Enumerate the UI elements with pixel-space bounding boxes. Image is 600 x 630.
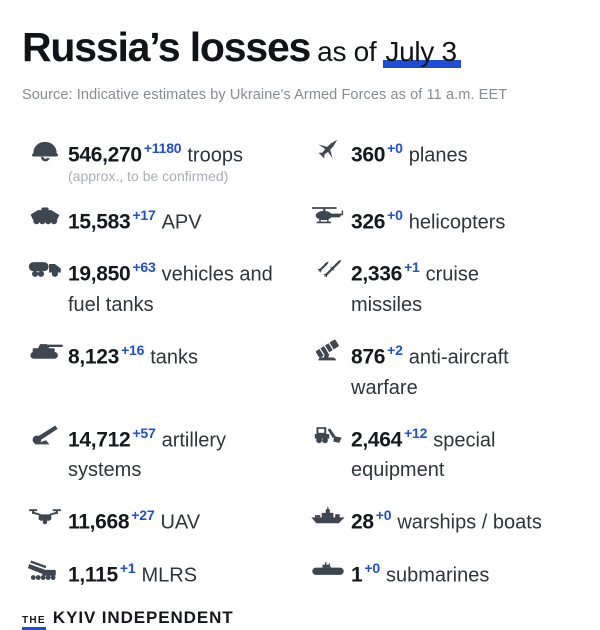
stat-value: 876 bbox=[351, 345, 386, 369]
submarine-icon bbox=[305, 554, 351, 584]
stat-label: artillery systems bbox=[68, 429, 227, 482]
stat-label: warships / boats bbox=[397, 511, 542, 534]
stat-mlrs: 1,115 +1 MLRS bbox=[22, 554, 305, 591]
anti-aircraft-icon bbox=[305, 336, 351, 366]
stat-artillery: 14,712 +57 artillery systems bbox=[22, 419, 305, 486]
stat-note: (approx., to be confirmed) bbox=[68, 167, 229, 184]
stat-text: 1 +0 submarines bbox=[351, 554, 495, 591]
kyiv-independent-logo: THE KYIV INDEPENDENT bbox=[22, 608, 582, 630]
stat-value: 1 bbox=[351, 563, 363, 587]
stat-delta: +2 bbox=[387, 341, 403, 358]
stat-submarines: 1 +0 submarines bbox=[305, 554, 582, 591]
stat-uav: 11,668 +27 UAV bbox=[22, 501, 305, 538]
stat-helicopters: 326 +0 helicopters bbox=[305, 201, 582, 238]
title-asof: as of bbox=[317, 36, 377, 67]
stat-delta: +17 bbox=[132, 206, 156, 223]
stat-delta: +16 bbox=[121, 341, 145, 358]
stat-text: 876 +2 anti-aircraft warfare bbox=[351, 336, 515, 403]
stat-delta: +27 bbox=[131, 507, 155, 524]
stat-delta: +0 bbox=[364, 559, 380, 576]
stat-delta: +63 bbox=[132, 259, 156, 276]
stat-anti-aircraft: 876 +2 anti-aircraft warfare bbox=[305, 336, 582, 403]
stat-value: 1,115 bbox=[68, 563, 118, 587]
stat-delta: +57 bbox=[132, 424, 156, 441]
stat-cruise-missiles: 2,336 +1 cruise missiles bbox=[305, 253, 582, 320]
stat-label: tanks bbox=[150, 346, 199, 369]
helicopter-icon bbox=[305, 201, 351, 231]
stat-text: 360 +0 planes bbox=[351, 134, 474, 171]
source-line: Source: Indicative estimates by Ukraine'… bbox=[22, 87, 508, 103]
stat-delta: +1 bbox=[119, 559, 136, 576]
logo-the: THE bbox=[22, 615, 46, 630]
fuel-truck-icon bbox=[22, 253, 68, 283]
stat-value: 8,123 bbox=[68, 345, 120, 369]
tank-icon bbox=[22, 336, 68, 366]
stat-delta: +0 bbox=[387, 140, 403, 156]
warship-icon bbox=[305, 501, 351, 531]
logo-name: KYIV INDEPENDENT bbox=[52, 607, 234, 627]
stat-label: APV bbox=[161, 211, 202, 234]
stat-label: MLRS bbox=[141, 564, 198, 587]
stat-warships: 28 +0 warships / boats bbox=[305, 501, 582, 538]
stat-label: UAV bbox=[160, 511, 201, 534]
stat-delta: +12 bbox=[404, 424, 428, 441]
mlrs-icon bbox=[22, 554, 68, 584]
stat-label: cruise missiles bbox=[351, 263, 479, 316]
stat-value: 326 bbox=[351, 210, 386, 234]
stat-label: anti-aircraft warfare bbox=[351, 346, 509, 399]
stat-special-equipment: 2,464 +12 special equipment bbox=[305, 419, 582, 486]
loader-icon bbox=[305, 419, 351, 449]
stat-planes: 360 +0 planes bbox=[305, 134, 582, 185]
stat-label: submarines bbox=[385, 564, 490, 587]
jet-icon bbox=[305, 134, 351, 164]
stat-apv: 15,583 +17 APV bbox=[22, 201, 305, 238]
stat-text: 2,464 +12 special equipment bbox=[351, 419, 501, 486]
stat-text: 2,336 +1 cruise missiles bbox=[351, 253, 485, 320]
stat-text: 28 +0 warships / boats bbox=[351, 501, 548, 538]
stat-delta: +1 bbox=[404, 259, 420, 276]
losses-grid: 546,270 +1180 troops (approx., to be confir… bbox=[22, 134, 582, 591]
page-title: Russia’s losses as of July 3 bbox=[22, 24, 582, 75]
stat-value: 14,712 bbox=[68, 428, 131, 452]
title-date-underlined: July 3 bbox=[383, 38, 460, 68]
stat-value: 11,668 bbox=[68, 510, 130, 534]
stat-delta: +0 bbox=[375, 507, 392, 524]
title-main: Russia’s losses bbox=[22, 24, 311, 70]
stat-label: helicopters bbox=[408, 211, 506, 234]
drone-icon bbox=[22, 501, 68, 531]
stat-value: 15,583 bbox=[68, 210, 131, 234]
stat-value: 546,270 bbox=[68, 143, 142, 167]
artillery-icon bbox=[22, 419, 68, 449]
helmet-icon bbox=[22, 134, 68, 164]
stat-text: 8,123 +16 tanks bbox=[68, 336, 204, 373]
stat-value: 2,336 bbox=[351, 262, 403, 286]
stat-value: 19,850 bbox=[68, 262, 131, 286]
stat-label: troops bbox=[187, 144, 243, 167]
stat-text: 15,583 +17 APV bbox=[68, 201, 208, 238]
stat-value: 2,464 bbox=[351, 428, 403, 452]
stat-vehicles-fuel-tanks: 19,850 +63 vehicles and fuel tanks bbox=[22, 253, 305, 320]
stat-value: 360 bbox=[351, 143, 386, 167]
stat-label: vehicles and fuel tanks bbox=[68, 263, 273, 316]
header: Russia’s losses as of July 3 Source: Indic… bbox=[22, 24, 582, 104]
stat-label: special equipment bbox=[351, 429, 496, 482]
missiles-icon bbox=[305, 253, 351, 283]
stat-label: planes bbox=[408, 144, 468, 167]
stat-delta: +1180 bbox=[143, 140, 182, 156]
stat-delta: +0 bbox=[387, 206, 403, 223]
stat-text: 19,850 +63 vehicles and fuel tanks bbox=[68, 253, 279, 320]
apv-icon bbox=[22, 201, 68, 231]
stat-text: 14,712 +57 artillery systems bbox=[68, 419, 232, 486]
stat-text: 546,270 +1180 troops (approx., to be confir… bbox=[68, 134, 249, 185]
stat-text: 326 +0 helicopters bbox=[351, 201, 511, 238]
stat-text: 11,668 +27 UAV bbox=[68, 501, 206, 538]
stat-tanks: 8,123 +16 tanks bbox=[22, 336, 305, 403]
stat-text: 1,115 +1 MLRS bbox=[68, 554, 203, 591]
stat-value: 28 bbox=[351, 510, 374, 534]
stat-troops: 546,270 +1180 troops (approx., to be confir… bbox=[22, 134, 305, 185]
